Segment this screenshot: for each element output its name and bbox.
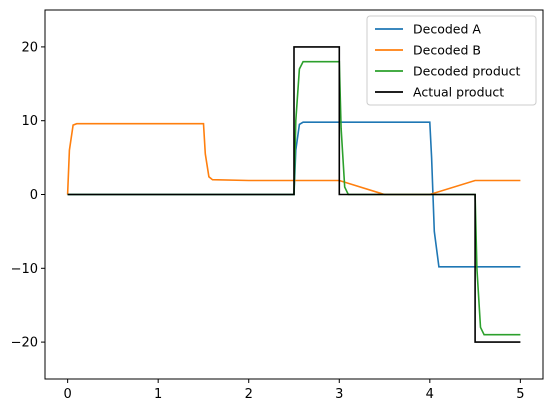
x-tick-label: 2 xyxy=(245,387,253,402)
x-tick-label: 0 xyxy=(63,387,71,402)
x-axis: 0 1 2 3 4 5 xyxy=(63,379,525,402)
legend-label: Actual product xyxy=(413,85,504,100)
y-tick-label: −10 xyxy=(11,262,38,277)
series-line-4 xyxy=(67,46,521,343)
legend-label: Decoded A xyxy=(413,22,481,37)
legend-label: Decoded B xyxy=(413,43,481,58)
series-layer xyxy=(66,46,521,343)
y-tick-label: 0 xyxy=(30,188,38,203)
y-tick-label: 10 xyxy=(21,114,38,129)
x-tick-label: 1 xyxy=(154,387,162,402)
legend-label: Decoded product xyxy=(413,64,521,79)
y-tick-label: 20 xyxy=(21,40,38,55)
x-tick-label: 3 xyxy=(335,387,343,402)
legend: Decoded A Decoded B Decoded product Actual … xyxy=(366,15,537,106)
x-tick-label: 5 xyxy=(516,387,524,402)
legend-box xyxy=(366,15,537,106)
y-tick-label: −20 xyxy=(11,336,38,351)
y-axis: −20 −10 0 10 20 xyxy=(11,40,45,351)
x-tick-label: 4 xyxy=(426,387,434,402)
